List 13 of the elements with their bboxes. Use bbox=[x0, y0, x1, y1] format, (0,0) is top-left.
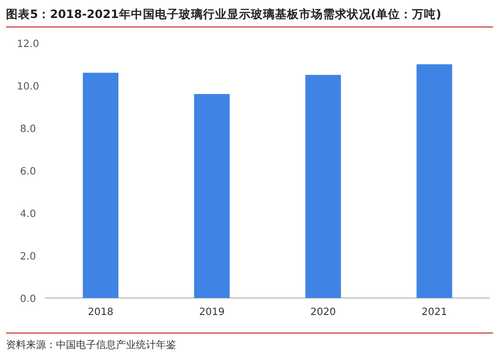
y-tick-label: 8.0 bbox=[20, 124, 36, 135]
y-tick-label: 6.0 bbox=[20, 166, 36, 178]
y-tick-label: 0.0 bbox=[20, 294, 36, 305]
x-tick-label: 2020 bbox=[310, 307, 336, 318]
chart-title: 图表5：2018-2021年中国电子玻璃行业显示玻璃基板市场需求状况(单位：万吨) bbox=[6, 7, 442, 21]
y-tick-label: 2.0 bbox=[20, 252, 36, 262]
y-tick-label: 10.0 bbox=[16, 82, 40, 92]
x-tick-label: 2019 bbox=[199, 307, 225, 318]
x-tick-label: 2021 bbox=[422, 307, 448, 318]
y-tick-label: 12.0 bbox=[16, 39, 40, 50]
y-tick-label: 4.0 bbox=[20, 209, 36, 220]
text: 资料来源：中国电子信息产业统计年鉴 bbox=[6, 339, 176, 351]
x-tick-label: 2018 bbox=[88, 307, 114, 318]
